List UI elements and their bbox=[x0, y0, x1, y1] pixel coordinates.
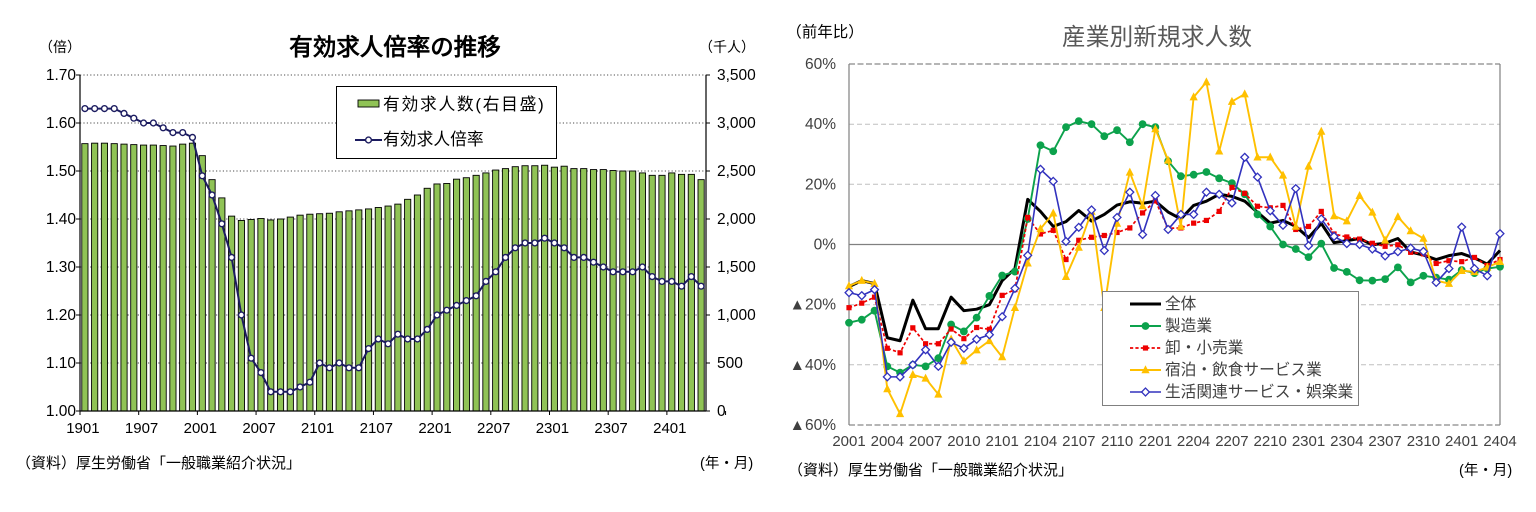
svg-text:2,500: 2,500 bbox=[717, 163, 756, 180]
svg-text:2,000: 2,000 bbox=[717, 211, 756, 228]
svg-text:1.10: 1.10 bbox=[46, 355, 77, 372]
svg-text:1.70: 1.70 bbox=[46, 67, 77, 84]
svg-text:2307: 2307 bbox=[594, 420, 627, 437]
svg-text:有効求人倍率の推移: 有効求人倍率の推移 bbox=[289, 33, 501, 60]
svg-text:2207: 2207 bbox=[1215, 433, 1248, 450]
svg-text:2204: 2204 bbox=[1177, 433, 1210, 450]
svg-text:2104: 2104 bbox=[1024, 433, 1057, 450]
svg-text:▲20%: ▲20% bbox=[790, 297, 837, 314]
svg-text:0: 0 bbox=[717, 403, 726, 420]
svg-text:3,500: 3,500 bbox=[717, 67, 756, 84]
svg-text:産業別新規求人数: 産業別新規求人数 bbox=[1062, 24, 1252, 51]
svg-text:1907: 1907 bbox=[125, 420, 158, 437]
svg-text:2207: 2207 bbox=[477, 420, 510, 437]
svg-text:2201: 2201 bbox=[1139, 433, 1172, 450]
svg-text:2107: 2107 bbox=[1062, 433, 1095, 450]
svg-text:1.20: 1.20 bbox=[46, 307, 77, 324]
svg-text:（資料）厚生労働省「一般職業紹介状況」: （資料）厚生労働省「一般職業紹介状況」 bbox=[16, 455, 301, 472]
svg-text:（千人）: （千人） bbox=[699, 39, 755, 55]
svg-text:生活関連サービス・娯楽業: 生活関連サービス・娯楽業 bbox=[1165, 383, 1354, 401]
svg-text:(年・月): (年・月) bbox=[700, 455, 753, 472]
svg-text:2101: 2101 bbox=[986, 433, 1019, 450]
svg-text:1.60: 1.60 bbox=[46, 115, 77, 132]
svg-text:1.30: 1.30 bbox=[46, 259, 77, 276]
svg-text:2007: 2007 bbox=[909, 433, 942, 450]
svg-text:2004: 2004 bbox=[871, 433, 904, 450]
svg-text:1.00: 1.00 bbox=[46, 403, 77, 420]
svg-text:2301: 2301 bbox=[1292, 433, 1325, 450]
svg-text:2310: 2310 bbox=[1407, 433, 1440, 450]
svg-text:2210: 2210 bbox=[1254, 433, 1287, 450]
svg-text:2010: 2010 bbox=[947, 433, 980, 450]
svg-text:2001: 2001 bbox=[832, 433, 865, 450]
svg-text:2107: 2107 bbox=[360, 420, 393, 437]
svg-text:2401: 2401 bbox=[653, 420, 686, 437]
svg-text:2001: 2001 bbox=[184, 420, 217, 437]
svg-text:▲40%: ▲40% bbox=[790, 357, 837, 374]
svg-text:1.50: 1.50 bbox=[46, 163, 77, 180]
svg-text:(年・月): (年・月) bbox=[1459, 462, 1512, 479]
svg-text:有効求人数(右目盛): 有効求人数(右目盛) bbox=[383, 95, 545, 114]
svg-text:2404: 2404 bbox=[1483, 433, 1516, 450]
svg-text:2304: 2304 bbox=[1330, 433, 1363, 450]
svg-text:全体: 全体 bbox=[1165, 295, 1197, 313]
svg-text:2007: 2007 bbox=[242, 420, 275, 437]
svg-text:（資料）厚生労働省「一般職業紹介状況」: （資料）厚生労働省「一般職業紹介状況」 bbox=[788, 462, 1073, 479]
svg-text:2110: 2110 bbox=[1101, 433, 1133, 450]
svg-text:3,000: 3,000 bbox=[717, 115, 756, 132]
svg-text:0%: 0% bbox=[814, 237, 837, 254]
svg-text:40%: 40% bbox=[805, 116, 836, 133]
svg-text:1901: 1901 bbox=[66, 420, 99, 437]
svg-text:500: 500 bbox=[717, 355, 743, 372]
svg-text:2201: 2201 bbox=[418, 420, 451, 437]
svg-text:1,500: 1,500 bbox=[717, 259, 756, 276]
svg-text:（倍）: （倍） bbox=[39, 39, 81, 55]
svg-text:2301: 2301 bbox=[536, 420, 569, 437]
svg-text:宿泊・飲食サービス業: 宿泊・飲食サービス業 bbox=[1165, 361, 1322, 379]
svg-text:1.40: 1.40 bbox=[46, 211, 77, 228]
svg-text:2401: 2401 bbox=[1445, 433, 1478, 450]
svg-text:▲60%: ▲60% bbox=[790, 417, 837, 434]
svg-text:製造業: 製造業 bbox=[1165, 317, 1212, 335]
svg-text:20%: 20% bbox=[805, 176, 836, 193]
svg-text:（前年比）: （前年比） bbox=[786, 23, 864, 41]
svg-text:有効求人倍率: 有効求人倍率 bbox=[383, 130, 484, 149]
svg-text:卸・小売業: 卸・小売業 bbox=[1165, 339, 1244, 357]
svg-text:2307: 2307 bbox=[1368, 433, 1401, 450]
svg-text:2101: 2101 bbox=[301, 420, 334, 437]
svg-text:60%: 60% bbox=[805, 56, 836, 73]
svg-text:1,000: 1,000 bbox=[717, 307, 756, 324]
